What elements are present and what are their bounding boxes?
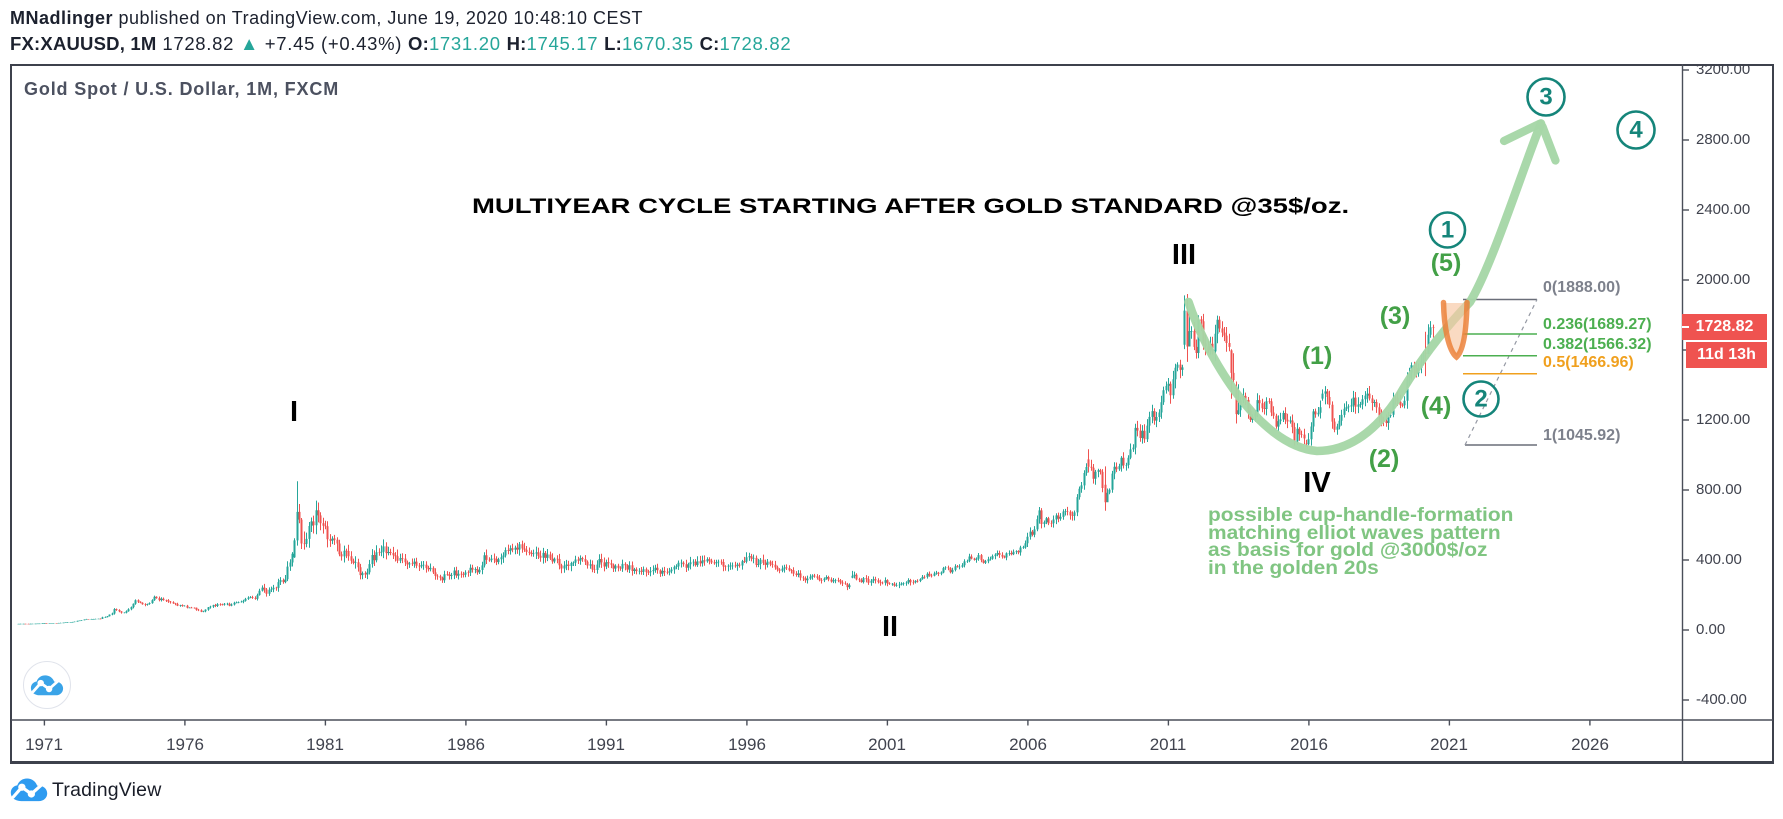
- svg-text:2: 2: [1474, 386, 1487, 413]
- svg-text:3: 3: [1539, 84, 1552, 111]
- svg-text:1: 1: [1441, 217, 1454, 244]
- svg-text:4: 4: [1629, 117, 1643, 144]
